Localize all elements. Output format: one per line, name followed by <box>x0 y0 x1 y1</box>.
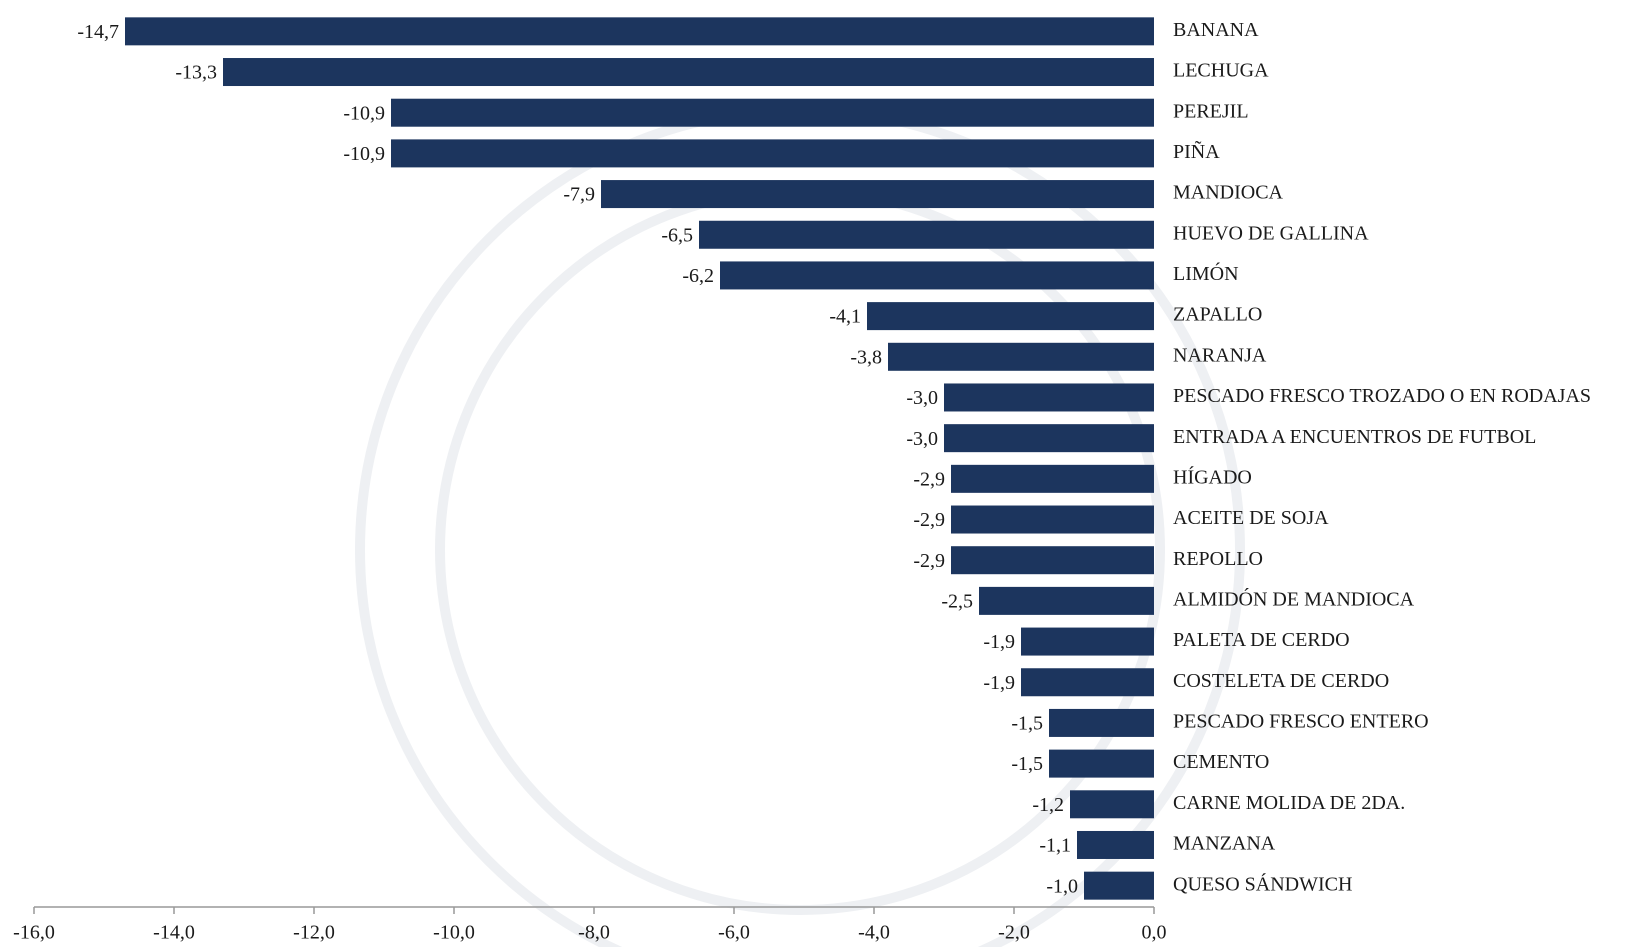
category-label: HÍGADO <box>1173 465 1252 488</box>
category-label: ENTRADA A ENCUENTROS DE FUTBOL <box>1173 426 1536 448</box>
x-tick-label: -10,0 <box>433 922 475 944</box>
category-label: PEREJIL <box>1173 100 1249 122</box>
bar <box>1021 627 1154 656</box>
bar <box>1049 749 1154 778</box>
bar <box>1070 790 1154 819</box>
bar <box>1077 830 1154 859</box>
category-label: HUEVO DE GALLINA <box>1173 222 1369 244</box>
value-label: -3,0 <box>906 387 938 409</box>
category-label: BANANA <box>1173 19 1259 41</box>
bar <box>1021 668 1154 697</box>
category-label: PESCADO FRESCO TROZADO O EN RODAJAS <box>1173 385 1591 407</box>
x-tick-label: -2,0 <box>998 922 1030 944</box>
value-label: -6,2 <box>682 265 714 287</box>
value-label: -10,9 <box>343 102 385 124</box>
bar <box>391 139 1154 168</box>
bar <box>601 180 1154 209</box>
category-label: MANZANA <box>1173 833 1276 855</box>
category-label: LIMÓN <box>1173 261 1239 285</box>
bar <box>944 424 1154 453</box>
bar <box>951 464 1154 493</box>
value-label: -1,2 <box>1032 794 1064 816</box>
value-label: -1,5 <box>1011 713 1043 735</box>
value-label: -6,5 <box>661 224 693 246</box>
value-label: -14,7 <box>77 21 119 43</box>
value-label: -2,9 <box>913 550 945 572</box>
category-label: CEMENTO <box>1173 751 1269 773</box>
bar <box>1049 708 1154 737</box>
value-label: -13,3 <box>175 62 217 84</box>
value-label: -1,5 <box>1011 753 1043 775</box>
value-label: -2,9 <box>913 468 945 490</box>
value-label: -3,8 <box>850 346 882 368</box>
category-label: LECHUGA <box>1173 60 1269 82</box>
category-label: NARANJA <box>1173 344 1267 366</box>
category-label: PIÑA <box>1173 139 1220 163</box>
bar <box>699 220 1154 249</box>
value-label: -1,1 <box>1039 835 1071 857</box>
bar <box>951 505 1154 534</box>
category-label: CARNE MOLIDA DE 2DA. <box>1173 792 1405 814</box>
value-label: -4,1 <box>829 306 861 328</box>
bar <box>391 98 1154 127</box>
value-label: -2,5 <box>941 590 973 612</box>
category-label: ZAPALLO <box>1173 304 1262 326</box>
category-label: QUESO SÁNDWICH <box>1173 872 1352 895</box>
value-label: -1,9 <box>983 631 1015 653</box>
category-label: PALETA DE CERDO <box>1173 629 1350 651</box>
x-tick-label: -16,0 <box>13 922 55 944</box>
bar <box>125 17 1154 46</box>
x-tick-label: 0,0 <box>1142 922 1167 944</box>
x-tick-label: -8,0 <box>578 922 610 944</box>
x-tick-label: -12,0 <box>293 922 335 944</box>
bar <box>1084 871 1154 900</box>
bar <box>951 546 1154 575</box>
bar <box>888 342 1154 371</box>
value-label: -10,9 <box>343 143 385 165</box>
value-label: -2,9 <box>913 509 945 531</box>
x-tick-label: -6,0 <box>718 922 750 944</box>
value-label: -3,0 <box>906 428 938 450</box>
bar <box>223 58 1154 87</box>
bar <box>979 586 1154 615</box>
value-label: -7,9 <box>563 184 595 206</box>
bar <box>944 383 1154 412</box>
value-label: -1,0 <box>1046 875 1078 897</box>
category-label: MANDIOCA <box>1173 182 1284 204</box>
category-label: ALMIDÓN DE MANDIOCA <box>1173 586 1415 610</box>
x-tick-label: -4,0 <box>858 922 890 944</box>
x-tick-label: -14,0 <box>153 922 195 944</box>
category-label: ACEITE DE SOJA <box>1173 507 1329 529</box>
value-label: -1,9 <box>983 672 1015 694</box>
category-label: COSTELETA DE CERDO <box>1173 670 1389 692</box>
bar <box>720 261 1154 290</box>
bar <box>867 302 1154 331</box>
category-label: PESCADO FRESCO ENTERO <box>1173 711 1429 733</box>
category-label: REPOLLO <box>1173 548 1263 570</box>
